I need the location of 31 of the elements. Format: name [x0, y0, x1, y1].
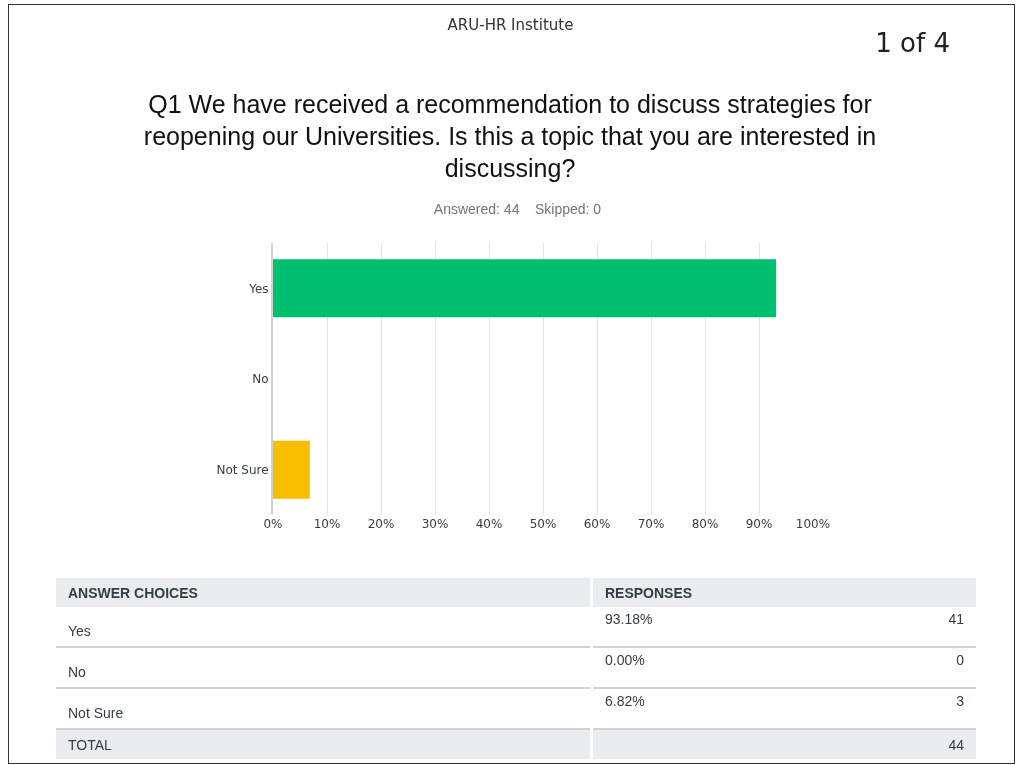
text: TOTAL	[56, 729, 592, 759]
text: 93.18%	[591, 607, 841, 647]
y-tick-label: Yes	[248, 281, 269, 296]
y-tick-label: No	[252, 372, 269, 387]
x-tick-label: 0%	[263, 517, 283, 531]
x-tick-label: 60%	[583, 517, 611, 531]
x-tick-label: 80%	[691, 517, 719, 531]
text: 0	[840, 647, 976, 688]
x-tick-label: 50%	[529, 517, 557, 531]
x-tick-label: 40%	[475, 517, 503, 531]
category-label: Yes	[68, 622, 91, 639]
text: 44	[840, 729, 976, 759]
category-label: No	[68, 663, 86, 680]
text: 3	[840, 688, 976, 729]
y-tick-label: Not Sure	[216, 462, 269, 477]
text: 0.00%	[591, 647, 841, 688]
text: 1 of 4	[874, 28, 950, 58]
chart-title: Q1 We have received a recommendation to discuss strategies for reopening our Universities. Is this a topic that you are interested in discussing?	[142, 89, 878, 184]
category-label: Not Sure	[68, 704, 124, 721]
text: RESPONSES	[591, 578, 976, 607]
text: ANSWER CHOICES	[56, 578, 592, 607]
text: 41	[840, 607, 976, 647]
text: 6.82%	[591, 688, 841, 729]
x-tick-label: 20%	[367, 517, 395, 531]
text: ARU-HR Institute	[447, 16, 574, 34]
x-tick-label: 90%	[745, 517, 773, 531]
x-tick-label: 100%	[795, 517, 831, 531]
x-tick-label: 70%	[637, 517, 665, 531]
x-tick-label: 30%	[421, 517, 449, 531]
chart-subtitle: Answered: 44 Skipped: 0	[432, 201, 603, 217]
x-tick-label: 10%	[313, 517, 341, 531]
